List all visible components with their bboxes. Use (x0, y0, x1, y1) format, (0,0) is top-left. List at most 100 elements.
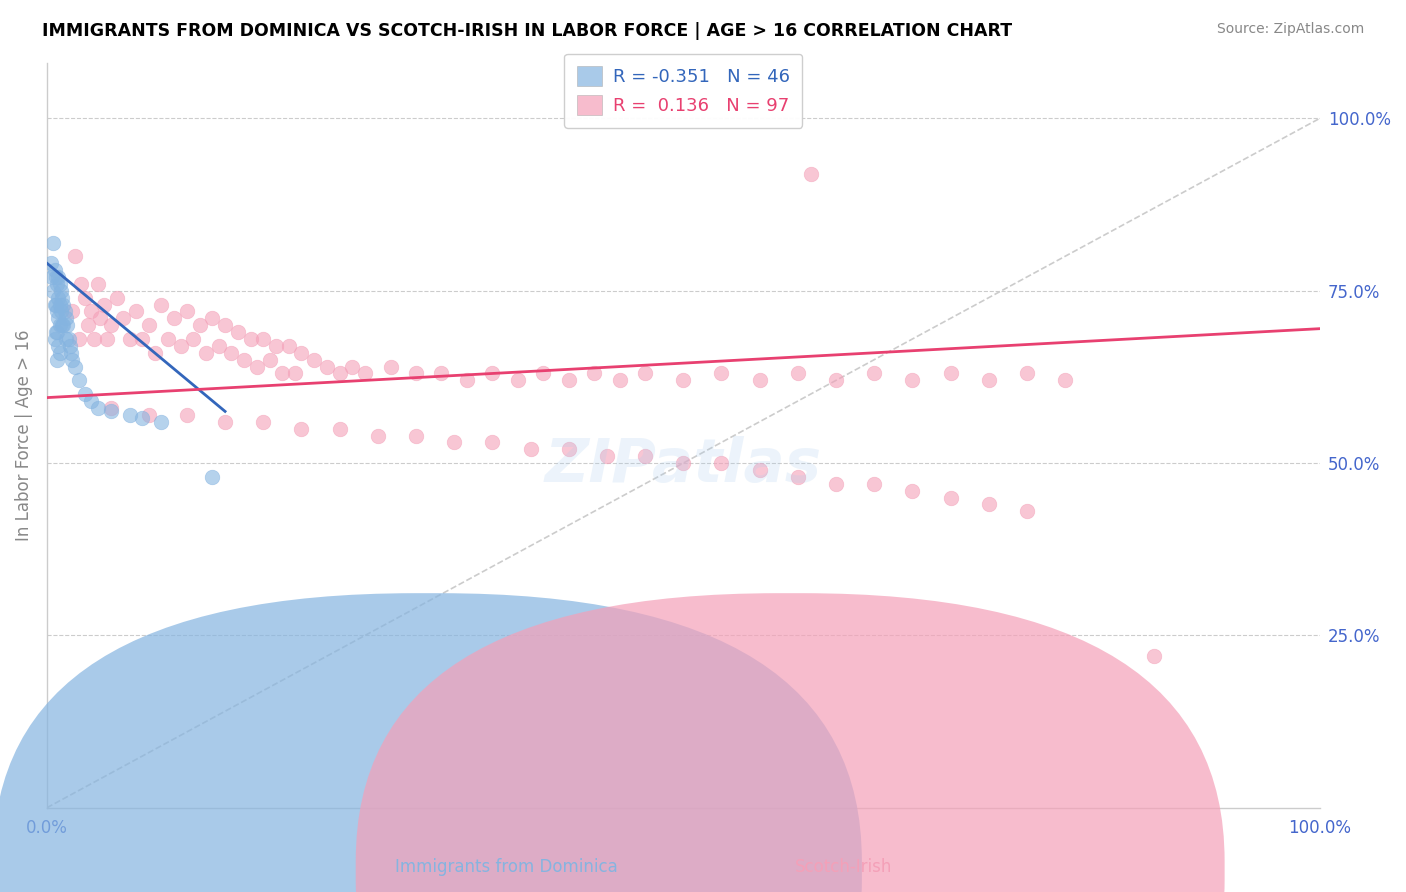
Point (1015, 367, 1038, 381)
Point (100, 401, 122, 415)
Point (45, 297, 67, 311)
Point (44, 332, 66, 346)
Point (59, 339, 82, 353)
Point (70, 277, 93, 291)
Point (252, 415, 274, 429)
Point (42, 284, 65, 298)
Point (67, 332, 90, 346)
Point (51, 291, 73, 305)
Point (302, 352, 325, 367)
Point (239, 332, 262, 346)
Legend: R = -0.351   N = 46, R =  0.136   N = 97: R = -0.351 N = 46, R = 0.136 N = 97 (564, 54, 803, 128)
Point (87, 277, 110, 291)
Point (52, 297, 75, 311)
Point (1054, 373, 1077, 387)
Point (143, 346, 166, 360)
Point (176, 408, 198, 422)
Point (290, 346, 312, 360)
Point (596, 449, 619, 463)
Text: Scotch-Irish: Scotch-Irish (794, 858, 893, 876)
Point (316, 359, 339, 374)
Point (131, 411, 153, 425)
Point (60, 304, 83, 318)
Point (367, 428, 389, 442)
Point (634, 367, 657, 381)
Point (42, 235, 65, 250)
Point (825, 373, 848, 387)
Point (118, 332, 141, 346)
Point (89, 311, 111, 326)
Point (901, 373, 924, 387)
Point (46, 291, 69, 305)
Point (1143, 649, 1166, 664)
Y-axis label: In Labor Force | Age > 16: In Labor Force | Age > 16 (15, 330, 32, 541)
Point (163, 311, 186, 326)
Point (208, 339, 231, 353)
Point (169, 339, 191, 353)
Point (672, 456, 695, 470)
Point (634, 449, 657, 463)
Point (481, 435, 503, 450)
Point (150, 415, 173, 429)
Point (131, 332, 153, 346)
Point (48, 318, 70, 333)
Point (46, 311, 69, 326)
Point (100, 404, 122, 418)
Point (60, 352, 83, 367)
Point (939, 491, 962, 505)
Point (863, 367, 886, 381)
Point (710, 456, 733, 470)
Point (125, 304, 148, 318)
Point (710, 367, 733, 381)
Point (329, 367, 352, 381)
Point (443, 435, 465, 450)
Point (49, 284, 72, 298)
Point (259, 352, 281, 367)
Point (531, 367, 554, 381)
Point (214, 318, 236, 333)
Point (150, 297, 173, 311)
Text: ZIPatlas: ZIPatlas (544, 436, 823, 495)
Point (46, 277, 69, 291)
Point (67, 373, 90, 387)
Point (405, 428, 427, 442)
Point (76, 318, 98, 333)
Point (49, 304, 72, 318)
Point (176, 304, 198, 318)
Point (977, 373, 1000, 387)
Point (786, 367, 808, 381)
Point (48, 297, 70, 311)
Point (786, 470, 808, 484)
Point (55, 311, 77, 326)
Point (252, 332, 274, 346)
Text: Immigrants from Dominica: Immigrants from Dominica (395, 858, 617, 876)
Point (75, 387, 97, 401)
Point (354, 367, 377, 381)
Point (80, 394, 103, 409)
Text: Source: ZipAtlas.com: Source: ZipAtlas.com (1216, 22, 1364, 37)
Point (60, 346, 83, 360)
Point (118, 408, 141, 422)
Point (63, 359, 86, 374)
Point (405, 367, 427, 381)
Point (48, 277, 70, 291)
Point (799, 167, 821, 181)
Point (201, 311, 224, 326)
Point (96, 332, 118, 346)
Point (44, 297, 66, 311)
Point (558, 442, 581, 457)
Point (430, 367, 453, 381)
Point (246, 359, 269, 374)
Point (46, 352, 69, 367)
Point (93, 297, 115, 311)
Point (156, 332, 179, 346)
Point (53, 304, 76, 318)
Point (201, 470, 224, 484)
Point (506, 373, 529, 387)
Point (87, 401, 110, 415)
Point (56, 318, 79, 333)
Point (290, 422, 312, 436)
Point (264, 339, 287, 353)
Point (80, 304, 103, 318)
Point (41, 270, 63, 285)
